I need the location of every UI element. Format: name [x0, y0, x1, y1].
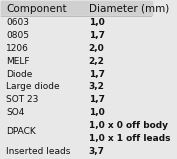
Text: Inserted leads: Inserted leads [6, 147, 70, 156]
Bar [1, 68, 152, 80]
Bar [1, 55, 152, 68]
Text: 3,7: 3,7 [88, 147, 105, 156]
Text: 0805: 0805 [6, 31, 29, 40]
Text: Large diode: Large diode [6, 82, 59, 91]
Text: 1,0 x 1 off leads: 1,0 x 1 off leads [88, 134, 170, 143]
Text: SO4: SO4 [6, 108, 24, 117]
Bar [1, 119, 152, 145]
Bar [1, 106, 152, 119]
Text: 1,7: 1,7 [88, 95, 105, 104]
Bar [1, 29, 152, 42]
Text: 3,2: 3,2 [88, 82, 104, 91]
Text: 1,0 x 0 off body: 1,0 x 0 off body [88, 121, 168, 130]
Text: 2,2: 2,2 [88, 57, 104, 66]
Text: Component: Component [6, 4, 67, 14]
Text: MELF: MELF [6, 57, 29, 66]
Text: 1,0: 1,0 [88, 108, 104, 117]
Bar [1, 42, 152, 55]
Text: 1206: 1206 [6, 44, 29, 53]
Bar [1, 1, 152, 16]
Bar [1, 16, 152, 29]
Text: 2,0: 2,0 [88, 44, 104, 53]
Text: Diameter (mm): Diameter (mm) [88, 4, 169, 14]
Bar [1, 80, 152, 93]
Bar [1, 93, 152, 106]
Text: 1,7: 1,7 [88, 70, 105, 79]
Text: Diode: Diode [6, 70, 32, 79]
Text: 1,7: 1,7 [88, 31, 105, 40]
Bar [1, 145, 152, 158]
Text: DPACK: DPACK [6, 127, 36, 136]
Text: 1,0: 1,0 [88, 18, 104, 27]
Text: 0603: 0603 [6, 18, 29, 27]
Text: SOT 23: SOT 23 [6, 95, 38, 104]
